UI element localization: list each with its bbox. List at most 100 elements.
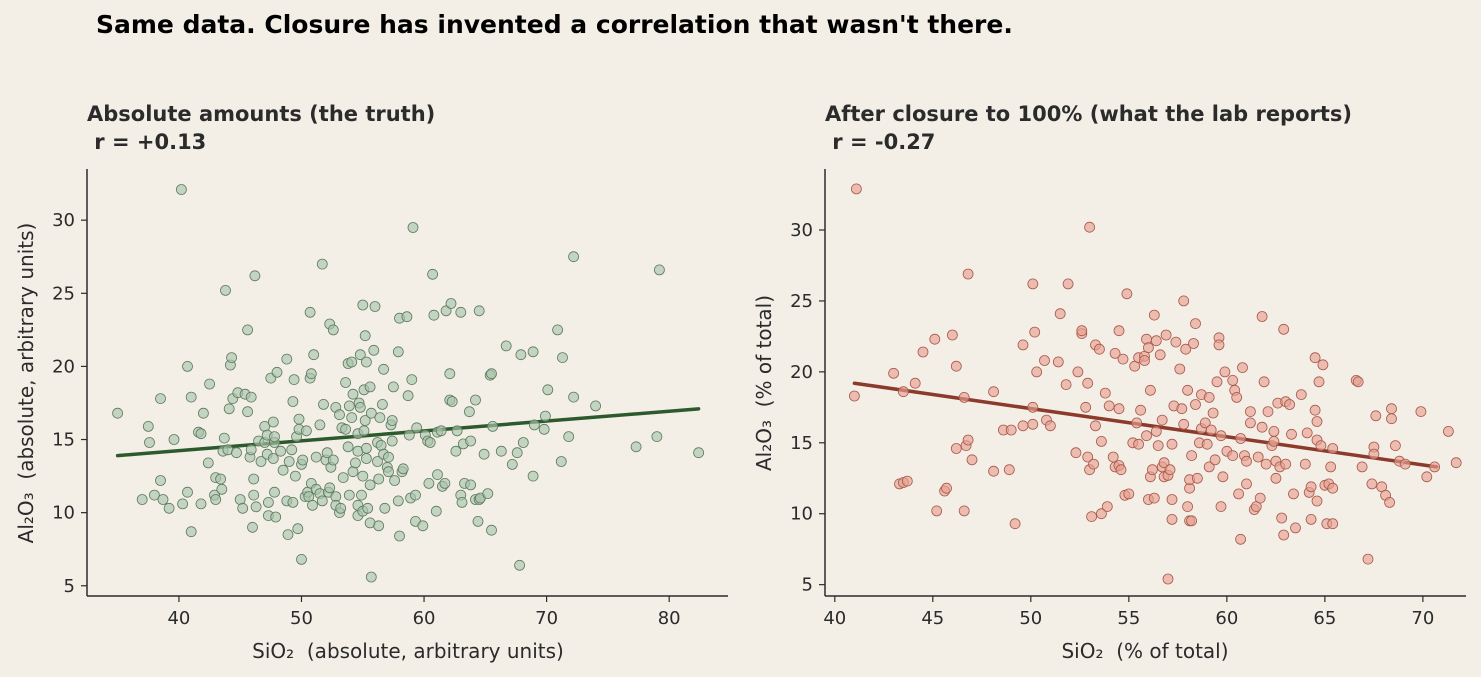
panel-closed-point xyxy=(1123,488,1135,500)
panel-absolute-point xyxy=(386,435,398,447)
panel-closed-point xyxy=(1366,478,1378,490)
panel-absolute-point xyxy=(369,301,381,312)
panel-closed-point xyxy=(1362,553,1374,565)
panel-absolute-point xyxy=(360,442,372,454)
panel-absolute-point xyxy=(364,381,376,393)
panel-absolute-point xyxy=(293,413,305,425)
panel-absolute-point xyxy=(373,473,385,485)
panel-absolute-point xyxy=(527,470,539,482)
panel-absolute-point xyxy=(237,502,249,514)
panel-absolute-point xyxy=(392,495,404,507)
panel-absolute-point xyxy=(271,366,283,378)
panel-absolute-point xyxy=(304,306,316,318)
panel-closed-point xyxy=(1029,326,1041,338)
panel-closed-point xyxy=(1390,440,1401,452)
panel-absolute-point xyxy=(354,349,366,361)
panel-absolute-point xyxy=(247,521,258,533)
panel-absolute-point xyxy=(542,384,554,396)
panel-absolute-point xyxy=(347,388,359,400)
panel-closed-y-label: Al₂O₃ (% of total) xyxy=(752,295,776,471)
panel-closed-point xyxy=(1072,366,1084,378)
panel-closed-point xyxy=(1256,311,1268,322)
panel-absolute-point xyxy=(324,482,336,494)
panel-absolute-point xyxy=(365,407,377,419)
panel-closed-point xyxy=(1045,420,1056,432)
panel-absolute-point xyxy=(204,378,216,390)
panel-absolute-point xyxy=(292,523,304,535)
panel-absolute-point xyxy=(195,428,207,440)
panel-absolute-point xyxy=(343,489,355,501)
panel-closed-point xyxy=(988,465,999,477)
panel-absolute-point xyxy=(368,344,380,356)
panel-closed-point xyxy=(1094,343,1105,355)
panel-closed-point xyxy=(1166,514,1178,525)
panel-absolute-y-tick-label: 20 xyxy=(52,356,75,377)
panel-absolute-point xyxy=(360,356,372,368)
panel-closed-point xyxy=(1039,355,1050,366)
panel-absolute-point xyxy=(334,409,345,421)
panel-absolute-y-tick-label: 15 xyxy=(52,430,75,451)
panel-closed-x-tick-label: 50 xyxy=(1019,608,1042,629)
panel-closed-point xyxy=(962,268,974,280)
panel-closed-point xyxy=(1113,325,1125,337)
panel-absolute-point xyxy=(529,419,540,431)
panel-absolute-title: Absolute amounts (the truth) xyxy=(87,102,435,126)
panel-absolute-point xyxy=(486,368,497,380)
panel-closed-point xyxy=(1421,471,1433,483)
panel-closed-point xyxy=(1090,420,1101,432)
panel-absolute-point xyxy=(286,444,298,456)
panel-absolute-point xyxy=(465,435,477,447)
panel-closed-point xyxy=(1154,349,1166,361)
panel-absolute-y-tick-label: 25 xyxy=(52,283,75,304)
panel-closed-point xyxy=(941,482,952,494)
panel-absolute-point xyxy=(446,396,458,407)
panel-closed-x-tick-label: 45 xyxy=(921,608,944,629)
panel-closed-point xyxy=(1188,338,1199,349)
panel-absolute-point xyxy=(316,495,328,507)
panel-absolute-point xyxy=(342,441,354,453)
panel-absolute-point xyxy=(568,251,579,263)
panel-closed-point xyxy=(1311,495,1323,507)
panel-absolute-point xyxy=(402,390,414,402)
panel-absolute-x-label: SiO₂ (absolute, arbitrary units) xyxy=(252,639,564,663)
panel-closed-point xyxy=(1368,448,1380,460)
panel-closed-point xyxy=(1178,418,1190,430)
panel-closed-point xyxy=(1305,514,1317,525)
panel-absolute-point xyxy=(255,456,267,467)
panel-absolute-point xyxy=(397,463,409,475)
panel-absolute-point xyxy=(136,494,148,505)
panel-absolute-point xyxy=(500,340,512,352)
panel-closed-point xyxy=(947,329,958,341)
panel-absolute-point xyxy=(148,489,160,501)
panel-closed-point xyxy=(988,386,999,398)
panel-absolute-point xyxy=(538,423,550,435)
panel-absolute-x-tick-label: 60 xyxy=(413,608,436,629)
panel-absolute-point xyxy=(517,437,529,448)
panel-absolute-point xyxy=(417,520,429,532)
panel-absolute-point xyxy=(362,502,374,514)
panel-absolute-point xyxy=(248,489,260,501)
panel-closed-point xyxy=(1286,428,1297,440)
panel-absolute-point xyxy=(249,270,261,282)
panel-absolute-point xyxy=(337,472,349,484)
panel-closed-point xyxy=(1139,355,1150,366)
panel-absolute-point xyxy=(275,445,287,457)
panel-absolute-point xyxy=(242,406,254,418)
panel-absolute-point xyxy=(389,475,401,486)
panel-closed-points xyxy=(849,183,1462,585)
panel-absolute-point xyxy=(318,398,329,410)
panel-absolute-point xyxy=(514,559,525,571)
panel-absolute-point xyxy=(210,494,222,505)
panel-absolute-point xyxy=(112,407,123,419)
panel-closed: After closure to 100% (what the lab repo… xyxy=(752,102,1466,663)
panel-closed-point xyxy=(1190,399,1201,410)
panel-closed-point xyxy=(1156,414,1168,426)
panel-closed-x-tick-label: 40 xyxy=(823,608,846,629)
panel-absolute-point xyxy=(374,412,386,424)
panel-closed-point xyxy=(1017,420,1029,432)
panel-closed-point xyxy=(1260,458,1272,470)
panel-closed-point xyxy=(1121,288,1133,300)
panel-closed-point xyxy=(1017,339,1029,351)
panel-closed-point xyxy=(1309,404,1321,416)
